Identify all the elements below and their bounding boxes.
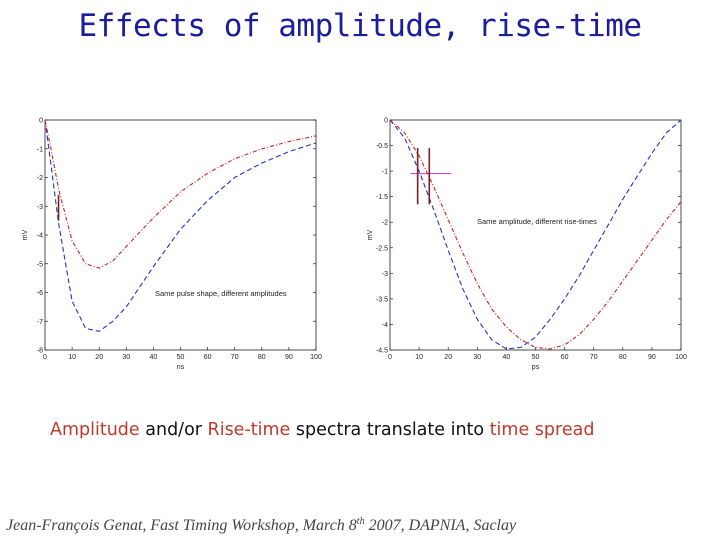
x-tick-label: 90 xyxy=(648,354,656,361)
caption-time-spread: time spread xyxy=(489,420,595,440)
y-tick-label: 0 xyxy=(39,118,43,125)
x-tick-label: 80 xyxy=(258,354,266,361)
x-tick-label: 10 xyxy=(415,354,423,361)
x-tick-label: 30 xyxy=(473,354,481,361)
series-line xyxy=(44,119,317,332)
x-tick-label: 50 xyxy=(532,354,540,361)
x-tick-label: 100 xyxy=(310,354,322,361)
x-tick-label: 80 xyxy=(619,354,627,361)
axes-frame xyxy=(389,119,682,351)
y-tick-label: -2.5 xyxy=(376,245,388,252)
y-tick-label: -2 xyxy=(37,175,43,182)
y-tick-label: -4 xyxy=(382,322,388,329)
x-tick-label: 0 xyxy=(388,354,392,361)
y-tick-label: -6 xyxy=(37,290,43,297)
y-axis-label: mV xyxy=(22,229,29,240)
caption-translate: spectra translate into xyxy=(290,420,490,440)
x-axis-label: ns xyxy=(177,364,185,371)
x-tick-label: 70 xyxy=(231,354,239,361)
x-tick-label: 20 xyxy=(444,354,452,361)
y-tick-label: -1 xyxy=(382,169,388,176)
y-tick-label: -3.5 xyxy=(376,296,388,303)
x-tick-label: 70 xyxy=(590,354,598,361)
chart-rise-time-svg: 0 10 20 30 40 50 60 70 80 90 100 0 -0.5 -1 -1.5 -2 -2.5 -… xyxy=(367,118,687,372)
x-tick-label: 10 xyxy=(68,354,76,361)
x-tick-label: 40 xyxy=(150,354,158,361)
y-tick-label: -3 xyxy=(382,271,388,278)
x-axis-label: ps xyxy=(532,364,540,371)
chart-annotation: Same amplitude, different rise-times xyxy=(477,217,597,226)
slide-caption: Amplitude and/or Rise-time spectra trans… xyxy=(50,420,594,440)
y-tick-label: -1 xyxy=(37,146,43,153)
y-tick-label: -4 xyxy=(37,233,43,240)
footer-author: Jean-François Genat, xyxy=(6,517,147,534)
y-tick-label: -2 xyxy=(382,220,388,227)
x-tick-label: 20 xyxy=(95,354,103,361)
y-tick-label: -1.5 xyxy=(376,194,388,201)
x-tick-label: 100 xyxy=(675,354,687,361)
series-line xyxy=(389,119,682,350)
x-tick-label: 50 xyxy=(177,354,185,361)
x-tick-label: 30 xyxy=(122,354,130,361)
y-tick-label: -5 xyxy=(37,261,43,268)
x-tick-label: 40 xyxy=(503,354,511,361)
chart-annotation: Same pulse shape, different amplitudes xyxy=(155,289,287,298)
series-line xyxy=(44,119,317,269)
y-tick-label: -8 xyxy=(37,348,43,355)
series-line xyxy=(389,119,682,350)
y-tick-label: -3 xyxy=(37,204,43,211)
y-axis-label: mV xyxy=(367,229,374,240)
axes-frame xyxy=(44,119,317,351)
y-tick-label: -4.5 xyxy=(376,348,388,355)
x-tick-label: 60 xyxy=(204,354,212,361)
x-tick-label: 0 xyxy=(43,354,47,361)
y-tick-label: -7 xyxy=(37,319,43,326)
caption-and-or: and/or xyxy=(139,420,208,440)
plot-amplitude: 0 10 20 30 40 50 60 70 80 90 100 0 -1 -2 -3 -4 -5 -6 -7 -8 n… xyxy=(22,118,322,382)
plot-rise-time: 0 10 20 30 40 50 60 70 80 90 100 0 -0.5 -1 -1.5 -2 -2.5 -… xyxy=(367,118,687,382)
x-tick-label: 60 xyxy=(561,354,569,361)
x-tick-label: 90 xyxy=(285,354,293,361)
footer-event-post: 2007, DAPNIA, Saclay xyxy=(364,517,517,534)
slide-title: Effects of amplitude, rise-time xyxy=(78,8,642,44)
y-tick-label: 0 xyxy=(384,118,388,125)
footer-event: Fast Timing Workshop, March 8 xyxy=(146,517,357,534)
y-tick-label: -0.5 xyxy=(376,143,388,150)
caption-amplitude: Amplitude xyxy=(50,420,140,440)
slide-footer: Jean-François Genat, Fast Timing Worksho… xyxy=(6,516,516,535)
chart-amplitude-svg: 0 10 20 30 40 50 60 70 80 90 100 0 -1 -2 -3 -4 -5 -6 -7 -8 n… xyxy=(22,118,322,372)
caption-rise-time: Rise-time xyxy=(207,420,291,440)
footer-event-sup: th xyxy=(356,516,365,527)
